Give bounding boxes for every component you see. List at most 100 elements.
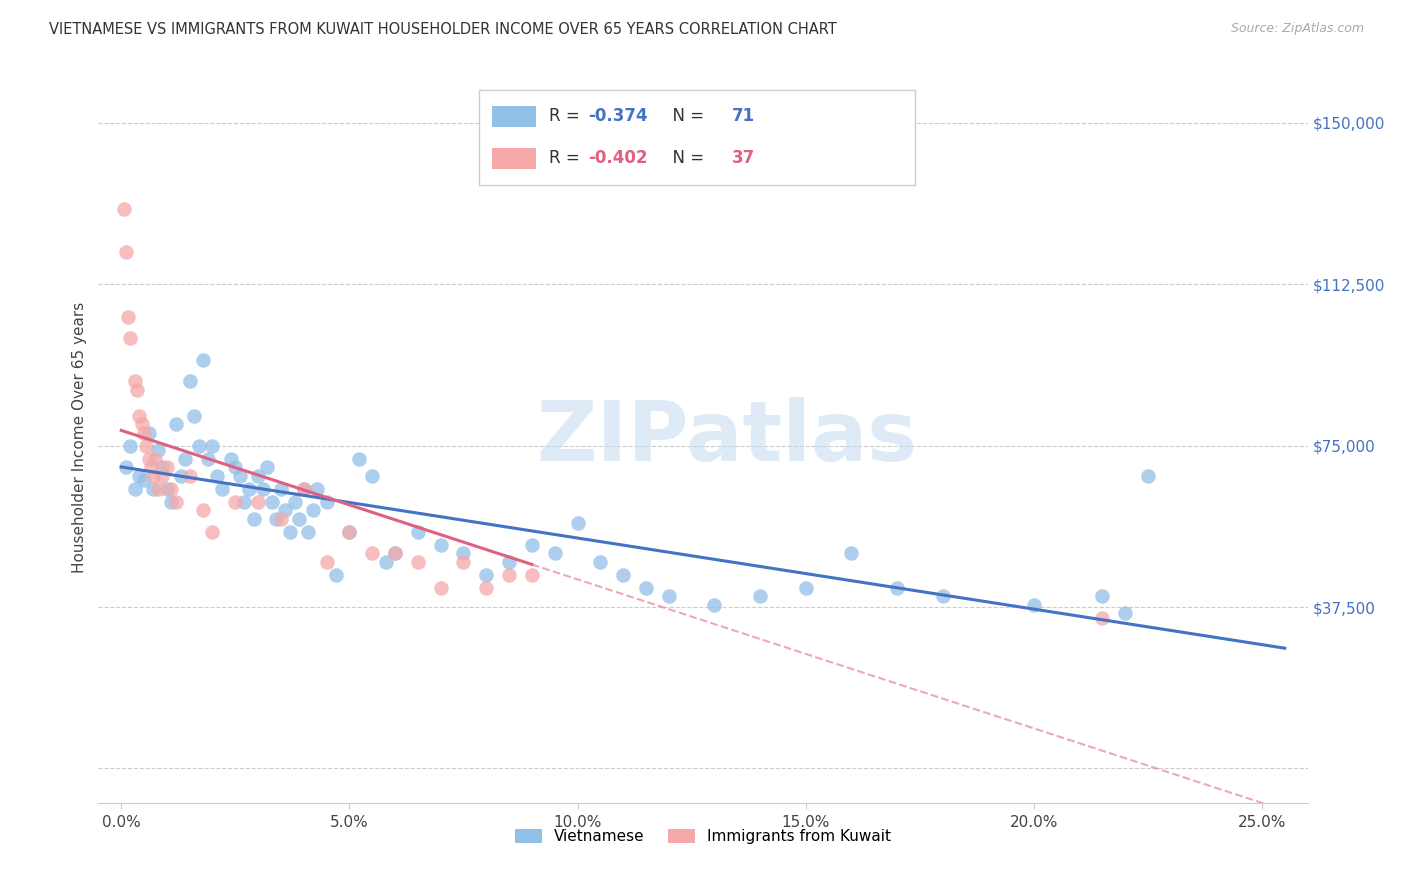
Point: [224, 460, 246, 475]
Bar: [492, 106, 536, 127]
Point: [179, 468, 201, 483]
Point: [703, 598, 725, 612]
Point: [160, 494, 183, 508]
Bar: [479, 89, 915, 185]
Point: [1091, 611, 1114, 625]
Point: [169, 468, 191, 483]
Text: 37: 37: [731, 149, 755, 167]
Point: [297, 524, 319, 539]
Text: 71: 71: [731, 107, 755, 125]
Point: [1022, 598, 1045, 612]
Point: [252, 482, 274, 496]
Point: [1114, 607, 1136, 621]
Point: [589, 555, 612, 569]
Point: [256, 460, 278, 475]
Point: [498, 567, 520, 582]
Point: [749, 589, 772, 603]
Point: [260, 494, 283, 508]
Point: [197, 451, 219, 466]
Point: [242, 512, 264, 526]
Point: [270, 512, 292, 526]
Point: [128, 409, 150, 423]
Point: [205, 468, 228, 483]
Point: [187, 439, 209, 453]
Text: -0.374: -0.374: [588, 107, 648, 125]
Point: [544, 546, 567, 560]
Text: -0.402: -0.402: [588, 149, 648, 167]
Point: [292, 482, 315, 496]
Point: [839, 546, 862, 560]
Point: [238, 482, 260, 496]
Point: [453, 555, 475, 569]
Point: [374, 555, 396, 569]
Point: [567, 516, 589, 530]
Point: [347, 451, 370, 466]
Point: [325, 567, 347, 582]
Point: [315, 555, 337, 569]
Point: [337, 524, 360, 539]
Point: [124, 374, 146, 388]
Point: [520, 567, 543, 582]
Point: [150, 468, 173, 483]
Text: N =: N =: [662, 149, 710, 167]
Point: [453, 546, 475, 560]
Point: [658, 589, 681, 603]
Point: [429, 581, 451, 595]
Point: [406, 555, 429, 569]
Point: [156, 482, 179, 496]
Text: VIETNAMESE VS IMMIGRANTS FROM KUWAIT HOUSEHOLDER INCOME OVER 65 YEARS CORRELATIO: VIETNAMESE VS IMMIGRANTS FROM KUWAIT HOU…: [49, 22, 837, 37]
Point: [302, 503, 325, 517]
Point: [145, 451, 167, 466]
Point: [520, 538, 543, 552]
Point: [284, 494, 307, 508]
Point: [132, 425, 155, 440]
Point: [247, 494, 270, 508]
Point: [120, 439, 142, 453]
Point: [361, 468, 384, 483]
Point: [165, 494, 187, 508]
Point: [498, 555, 520, 569]
Point: [146, 442, 169, 457]
Point: [886, 581, 908, 595]
Legend: Vietnamese, Immigrants from Kuwait: Vietnamese, Immigrants from Kuwait: [509, 822, 897, 850]
Point: [131, 417, 153, 432]
Point: [612, 567, 634, 582]
Point: [142, 468, 165, 483]
Text: R =: R =: [548, 107, 585, 125]
Point: [165, 417, 187, 432]
Point: [179, 374, 201, 388]
Point: [135, 439, 157, 453]
Point: [270, 482, 292, 496]
Point: [128, 468, 150, 483]
Point: [247, 468, 270, 483]
Text: R =: R =: [548, 149, 585, 167]
Point: [1091, 589, 1114, 603]
Point: [233, 494, 256, 508]
Point: [1136, 468, 1159, 483]
Point: [120, 331, 142, 345]
Point: [361, 546, 384, 560]
Point: [132, 473, 155, 487]
Text: Source: ZipAtlas.com: Source: ZipAtlas.com: [1230, 22, 1364, 36]
Point: [139, 460, 162, 475]
Point: [229, 468, 252, 483]
Point: [183, 409, 205, 423]
Point: [406, 524, 429, 539]
Point: [193, 503, 215, 517]
Point: [201, 439, 224, 453]
Point: [114, 245, 136, 260]
Point: [384, 546, 406, 560]
Point: [124, 482, 146, 496]
Point: [266, 512, 288, 526]
Point: [224, 494, 246, 508]
Point: [274, 503, 297, 517]
Point: [288, 512, 311, 526]
Point: [138, 425, 160, 440]
Point: [429, 538, 451, 552]
Point: [174, 451, 197, 466]
Point: [211, 482, 233, 496]
Point: [112, 202, 135, 216]
Point: [931, 589, 953, 603]
Point: [475, 581, 498, 595]
Point: [278, 524, 301, 539]
